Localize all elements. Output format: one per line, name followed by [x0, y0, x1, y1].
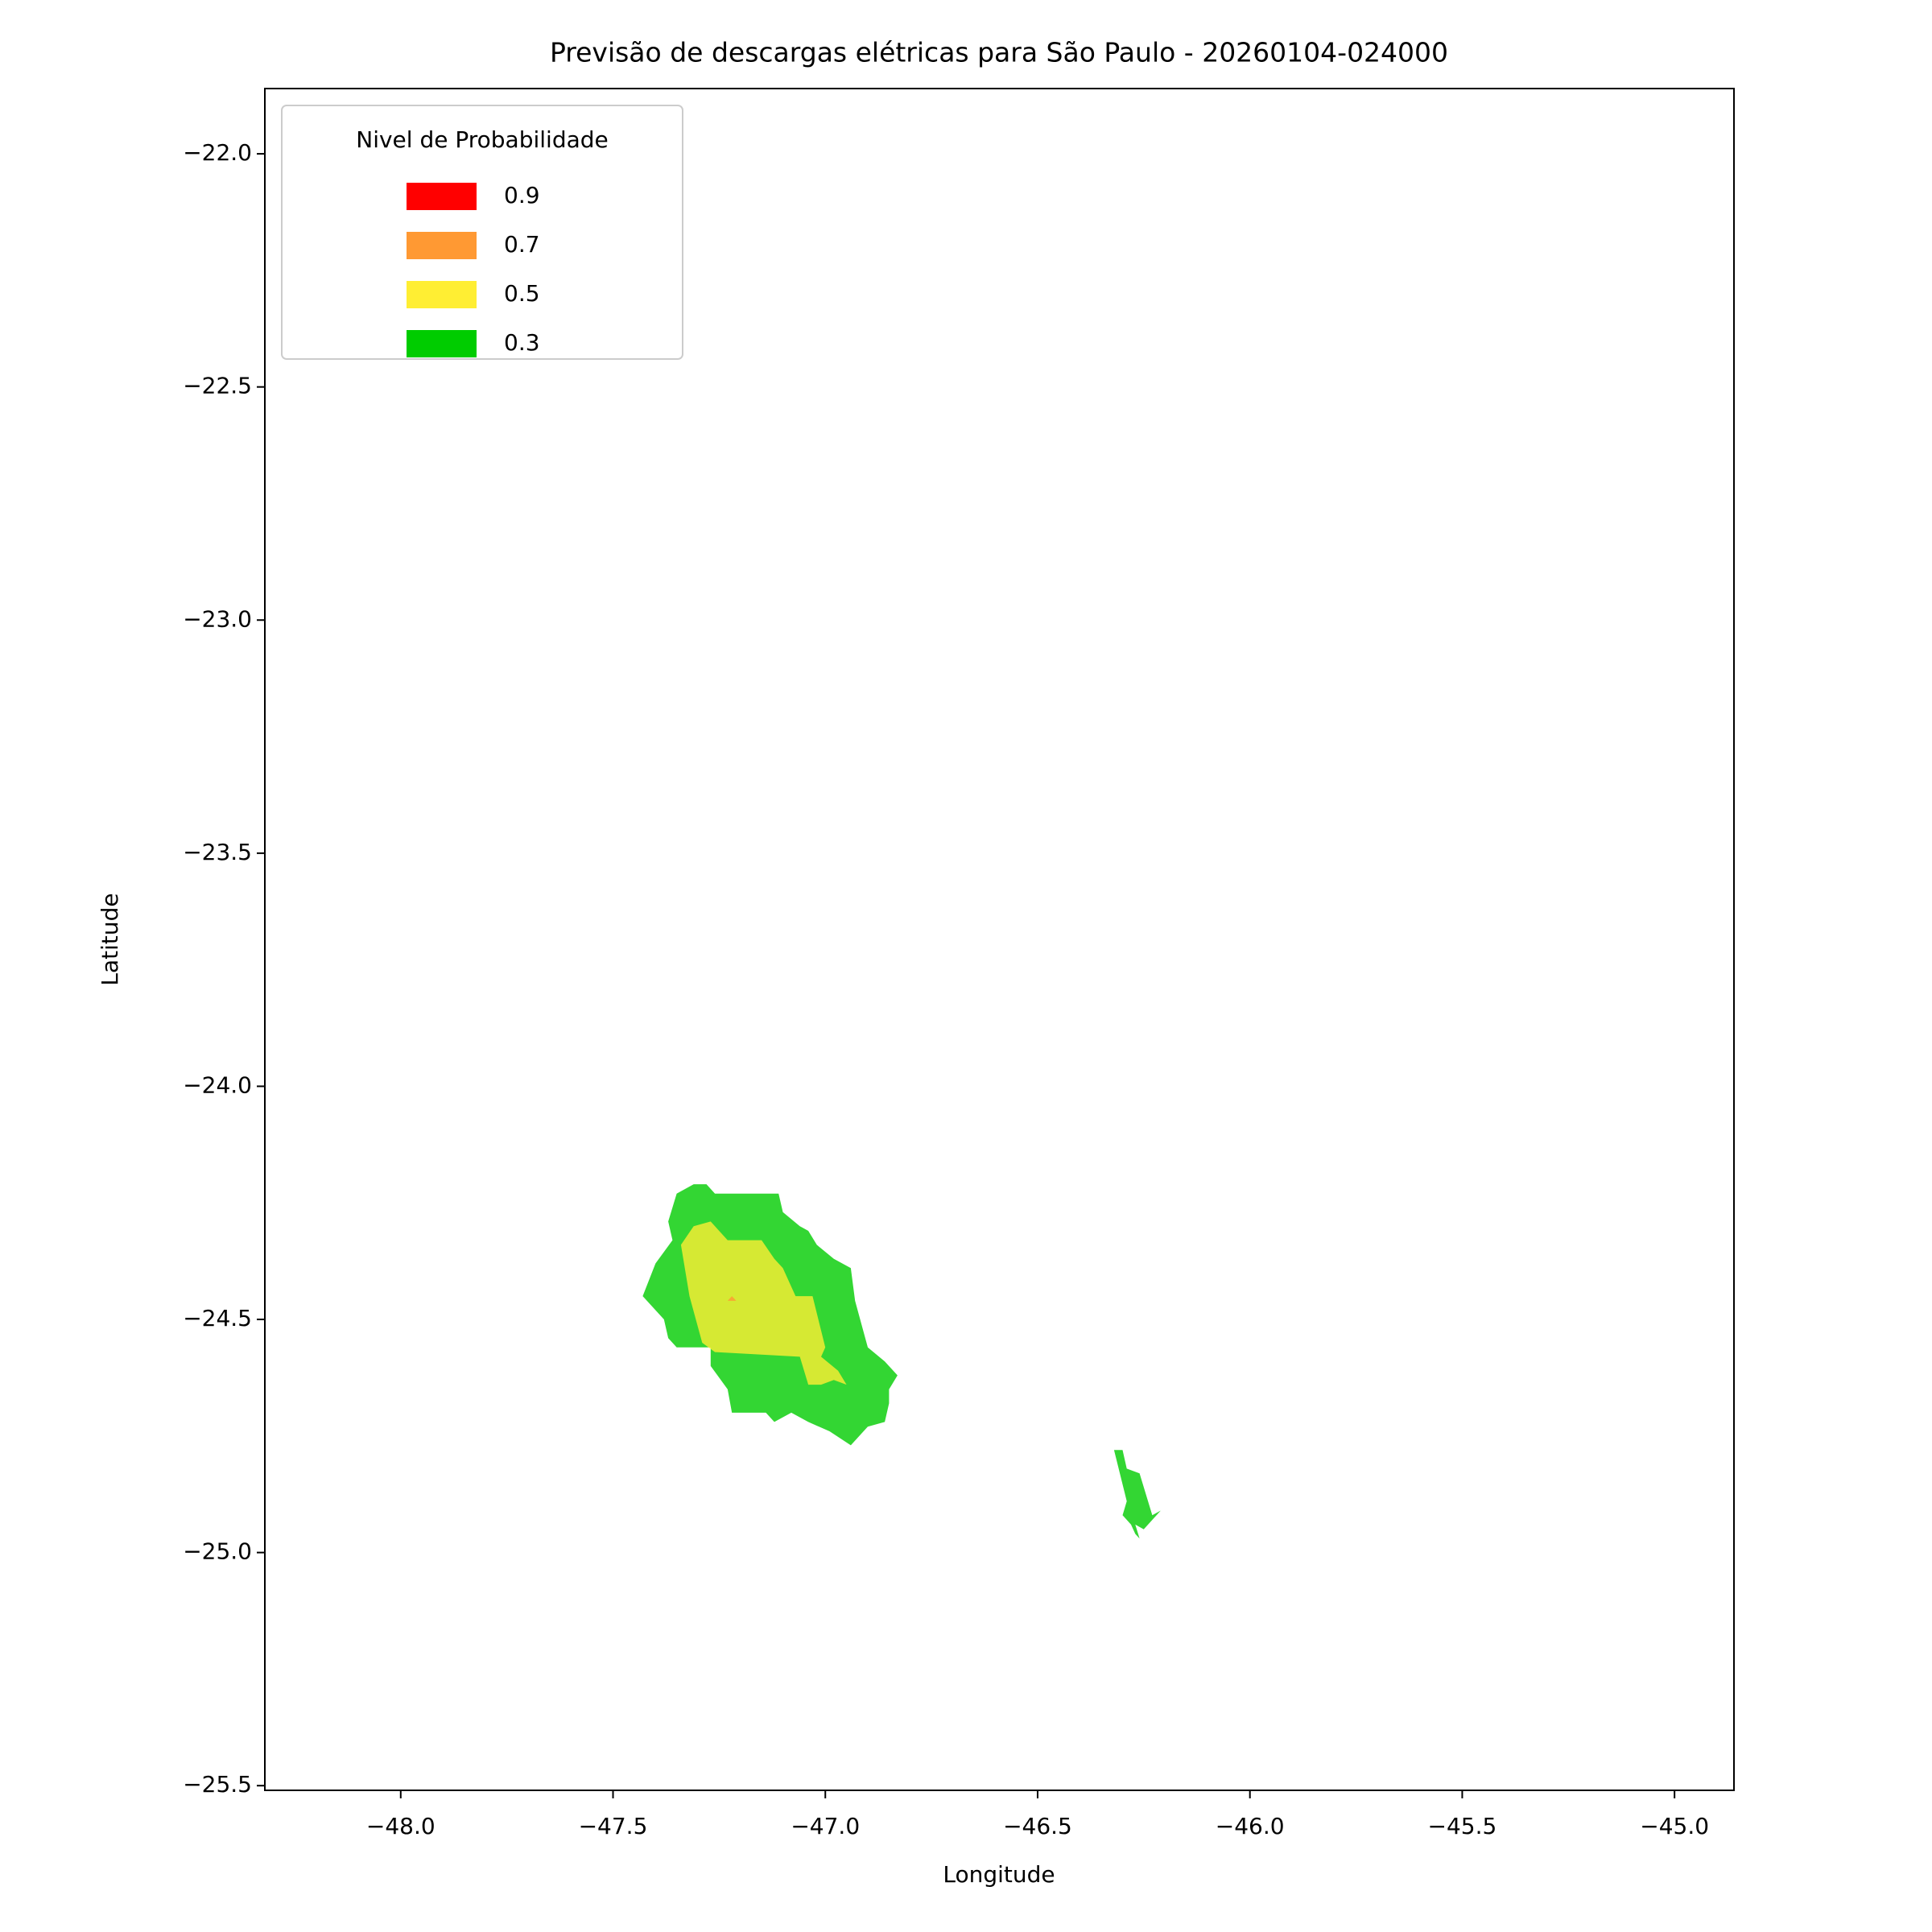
y-axis-label: Latitude	[97, 893, 123, 985]
legend: Nivel de Probabilidade 0.9 0.7 0.5 0.3	[281, 105, 683, 360]
x-tick-label: −47.5	[579, 1813, 648, 1839]
contour-region	[1113, 1450, 1161, 1539]
legend-title: Nivel de Probabilidade	[356, 126, 609, 153]
legend-label: 0.7	[504, 231, 540, 258]
legend-label: 0.9	[504, 182, 540, 208]
legend-swatch	[407, 232, 477, 259]
legend-box	[281, 105, 683, 360]
x-tick-label: −45.5	[1428, 1813, 1497, 1839]
x-tick-label: −47.0	[791, 1813, 860, 1839]
legend-swatch	[407, 281, 477, 308]
x-tick-label: −45.0	[1640, 1813, 1709, 1839]
x-axis-label: Longitude	[943, 1861, 1055, 1888]
x-tick-label: −48.0	[366, 1813, 436, 1839]
y-tick-label: −22.0	[183, 139, 252, 166]
legend-label: 0.5	[504, 280, 540, 307]
y-tick-label: −23.0	[183, 605, 252, 632]
y-tick-label: −23.5	[183, 839, 252, 865]
y-tick-label: −24.0	[183, 1071, 252, 1098]
y-tick-label: −25.0	[183, 1538, 252, 1565]
plot-area	[642, 1184, 1161, 1539]
y-tick-label: −25.5	[183, 1771, 252, 1798]
legend-label: 0.3	[504, 329, 540, 356]
x-tick-label: −46.0	[1216, 1813, 1285, 1839]
x-tick-label: −46.5	[1003, 1813, 1072, 1839]
contour-region	[727, 1296, 737, 1301]
y-tick-label: −24.5	[183, 1305, 252, 1331]
legend-swatch	[407, 330, 477, 357]
axes-frame	[264, 88, 1735, 1791]
legend-swatch	[407, 183, 477, 210]
chart-title: Previsão de descargas elétricas para São…	[550, 37, 1448, 68]
y-tick-label: −22.5	[183, 373, 252, 399]
contour-region	[680, 1221, 847, 1385]
